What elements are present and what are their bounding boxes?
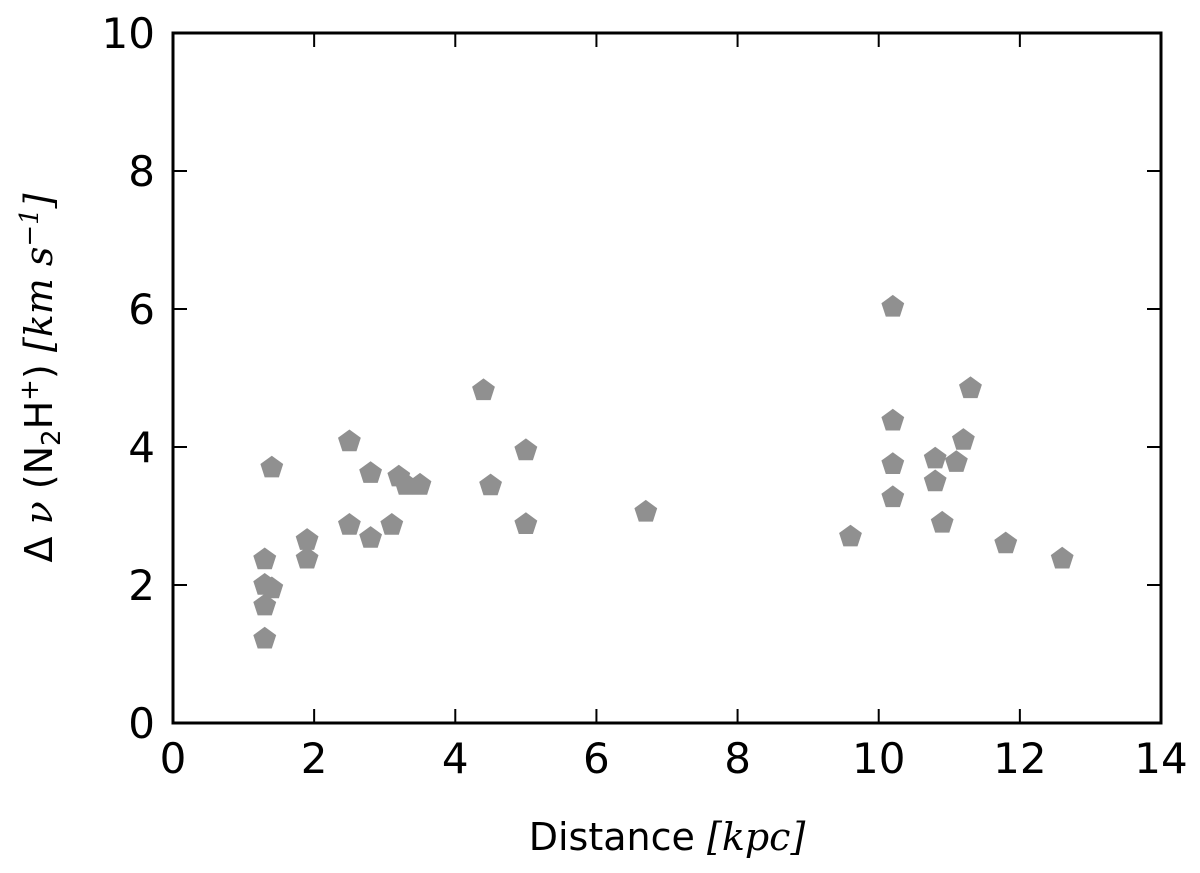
data-point-30	[952, 428, 975, 450]
x-tick-label-1: 2	[301, 734, 328, 783]
data-point-2	[260, 576, 284, 599]
y-axis-nu: ν	[17, 501, 61, 524]
data-point-22	[881, 294, 905, 317]
y-tick-label-1: 2	[128, 561, 155, 610]
x-axis-label-text: Distance	[529, 815, 695, 859]
data-point-31	[959, 376, 982, 399]
y-tick-label-0: 0	[128, 699, 155, 748]
x-tick-label-2: 4	[442, 734, 469, 783]
data-point-29	[944, 450, 968, 472]
y-tick-label-5: 10	[102, 9, 155, 58]
data-point-28	[930, 510, 954, 533]
y-axis-species-open: (N	[17, 446, 61, 489]
data-point-12	[380, 513, 404, 535]
data-point-19	[514, 512, 538, 534]
x-tick-label-4: 8	[724, 734, 751, 783]
x-tick-label-6: 12	[993, 734, 1046, 783]
data-point-5	[260, 455, 284, 478]
data-points	[253, 294, 1074, 649]
data-point-3	[253, 593, 277, 616]
axis-tick-labels: 0 2 4 6 8 10 12 14 0 2 4 6 8 10	[102, 9, 1188, 783]
y-axis-label: Δ ν (N2H+) [km s−1]	[15, 193, 67, 562]
y-axis-species-close: )	[17, 364, 61, 379]
data-point-24	[881, 452, 905, 474]
data-point-27	[923, 469, 947, 492]
y-tick-label-3: 6	[128, 285, 155, 334]
data-point-23	[881, 408, 905, 431]
y-axis-species-sup: +	[15, 379, 45, 401]
y-axis-unit-open: [	[17, 336, 61, 352]
y-axis-species-sub: 2	[37, 429, 67, 446]
x-axis-label: Distance [kpc]	[529, 815, 806, 859]
plot-frame	[171, 31, 1163, 725]
y-axis-unit-sup: −1	[15, 208, 45, 246]
x-axis-unit: kpc	[722, 815, 791, 859]
x-axis-unit-close: ]	[789, 815, 805, 859]
data-point-32	[994, 531, 1018, 554]
y-axis-species-mid: H	[17, 401, 61, 430]
x-tick-label-0: 0	[160, 734, 187, 783]
data-point-8	[338, 429, 361, 452]
data-point-10	[359, 461, 382, 483]
data-point-6	[295, 528, 319, 550]
x-tick-label-5: 10	[852, 734, 905, 783]
data-point-25	[881, 485, 905, 508]
data-point-0	[253, 547, 277, 570]
y-tick-label-2: 4	[128, 423, 155, 472]
x-tick-label-3: 6	[583, 734, 610, 783]
y-axis-delta: Δ	[17, 537, 61, 563]
data-point-21	[839, 524, 862, 547]
data-point-9	[338, 513, 361, 535]
data-point-33	[1050, 546, 1074, 569]
data-point-16	[472, 378, 495, 401]
data-point-18	[514, 438, 538, 461]
y-axis-unit-close: ]	[17, 193, 61, 209]
axis-ticks	[172, 32, 1162, 724]
data-point-26	[923, 446, 947, 469]
data-point-20	[634, 499, 658, 522]
y-axis-unit: km s	[17, 247, 61, 338]
data-point-15	[408, 472, 432, 495]
data-point-7	[295, 546, 319, 569]
x-axis-unit-open: [	[707, 815, 723, 859]
x-tick-label-7: 14	[1134, 734, 1187, 783]
y-tick-label-4: 8	[128, 147, 155, 196]
data-point-17	[479, 473, 502, 496]
data-point-11	[359, 526, 382, 548]
data-point-4	[253, 626, 277, 649]
